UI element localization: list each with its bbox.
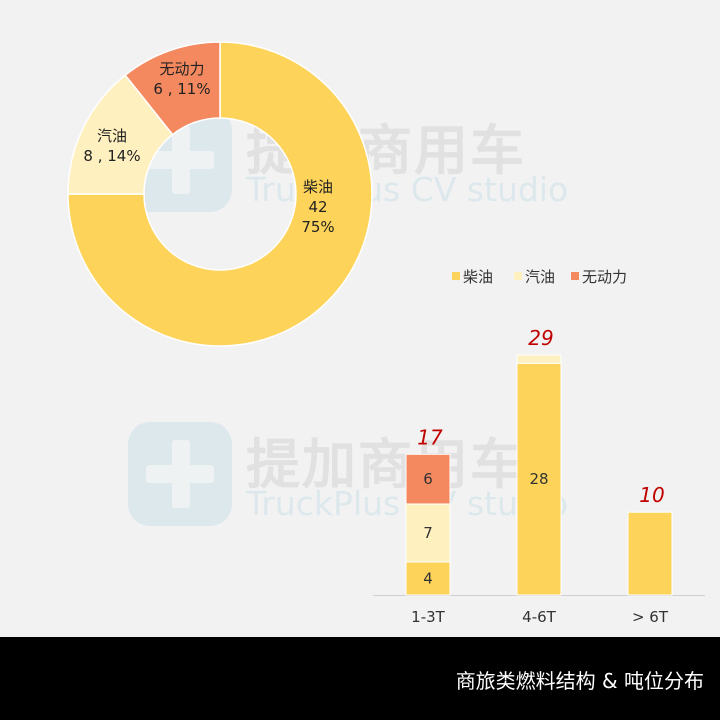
legend-swatch xyxy=(452,272,460,280)
footer-bar: 商旅类燃料结构 & 吨位分布 xyxy=(0,637,720,720)
bar-segment-gasoline xyxy=(405,503,451,563)
x-tick-label: > 6T xyxy=(632,608,669,626)
bar-data-label: 4 xyxy=(423,569,433,587)
donut-data-label: 75% xyxy=(301,218,334,236)
x-tick-label: 1-3T xyxy=(411,608,445,626)
bar-segment-diesel xyxy=(516,362,562,596)
bar-segment-diesel xyxy=(405,561,451,596)
bar-total-label: 29 xyxy=(528,326,553,350)
bar-data-label: 28 xyxy=(529,470,548,488)
donut-data-label: 无动力 xyxy=(159,60,204,78)
bar-data-label: 7 xyxy=(423,524,433,542)
donut-data-label: 8 , 14% xyxy=(83,147,140,165)
bar-segment-diesel xyxy=(627,511,673,596)
legend-label: 汽油 xyxy=(525,268,555,286)
donut-chart: 柴油 42 75% 汽油 8 , 14% 无动力 6 , 11% xyxy=(67,41,373,347)
footer-title: 商旅类燃料结构 & 吨位分布 xyxy=(455,669,704,693)
donut-data-label: 柴油 xyxy=(303,178,333,196)
stacked-bar-chart: 4 7 6 17 1-3T 28 29 4-6T 10 > 6T 柴油 汽油 无动力 xyxy=(373,268,705,626)
watermark-logo-icon xyxy=(128,422,232,526)
bar-total-label: 17 xyxy=(417,425,443,449)
legend-label: 无动力 xyxy=(582,268,627,286)
donut-data-label: 6 , 11% xyxy=(153,80,210,98)
donut-slice-diesel xyxy=(67,41,373,347)
watermark-cn-text: 提加商用车 xyxy=(246,433,526,496)
x-tick-label: 4-6T xyxy=(522,608,556,626)
legend-label: 柴油 xyxy=(463,268,493,286)
donut-data-label: 42 xyxy=(308,198,327,216)
bar-data-label: 6 xyxy=(423,470,433,488)
donut-slice-unpowered xyxy=(124,41,221,136)
donut-data-label: 汽油 xyxy=(97,127,127,145)
bar-segment-gasoline xyxy=(516,354,562,364)
legend-swatch xyxy=(514,272,522,280)
bar-total-label: 10 xyxy=(639,483,664,507)
legend-swatch xyxy=(571,272,579,280)
bar-segment-unpowered xyxy=(405,453,451,505)
